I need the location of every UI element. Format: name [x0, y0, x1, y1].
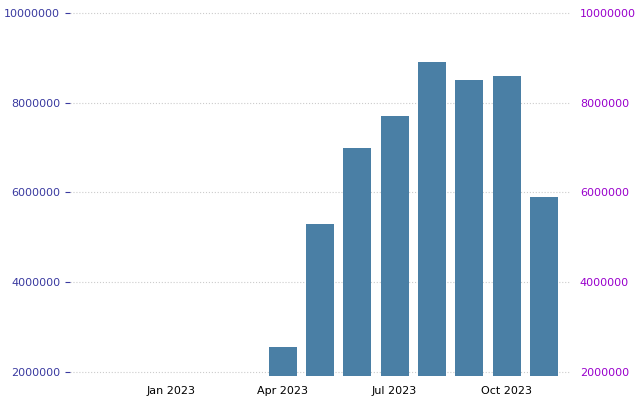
Bar [343, 148, 371, 400]
Bar [493, 76, 521, 400]
Bar [530, 197, 558, 400]
Bar [231, 398, 259, 400]
Bar [269, 347, 297, 400]
Bar [418, 62, 446, 400]
Bar [455, 80, 483, 400]
Bar [306, 224, 334, 400]
Bar [381, 116, 409, 400]
